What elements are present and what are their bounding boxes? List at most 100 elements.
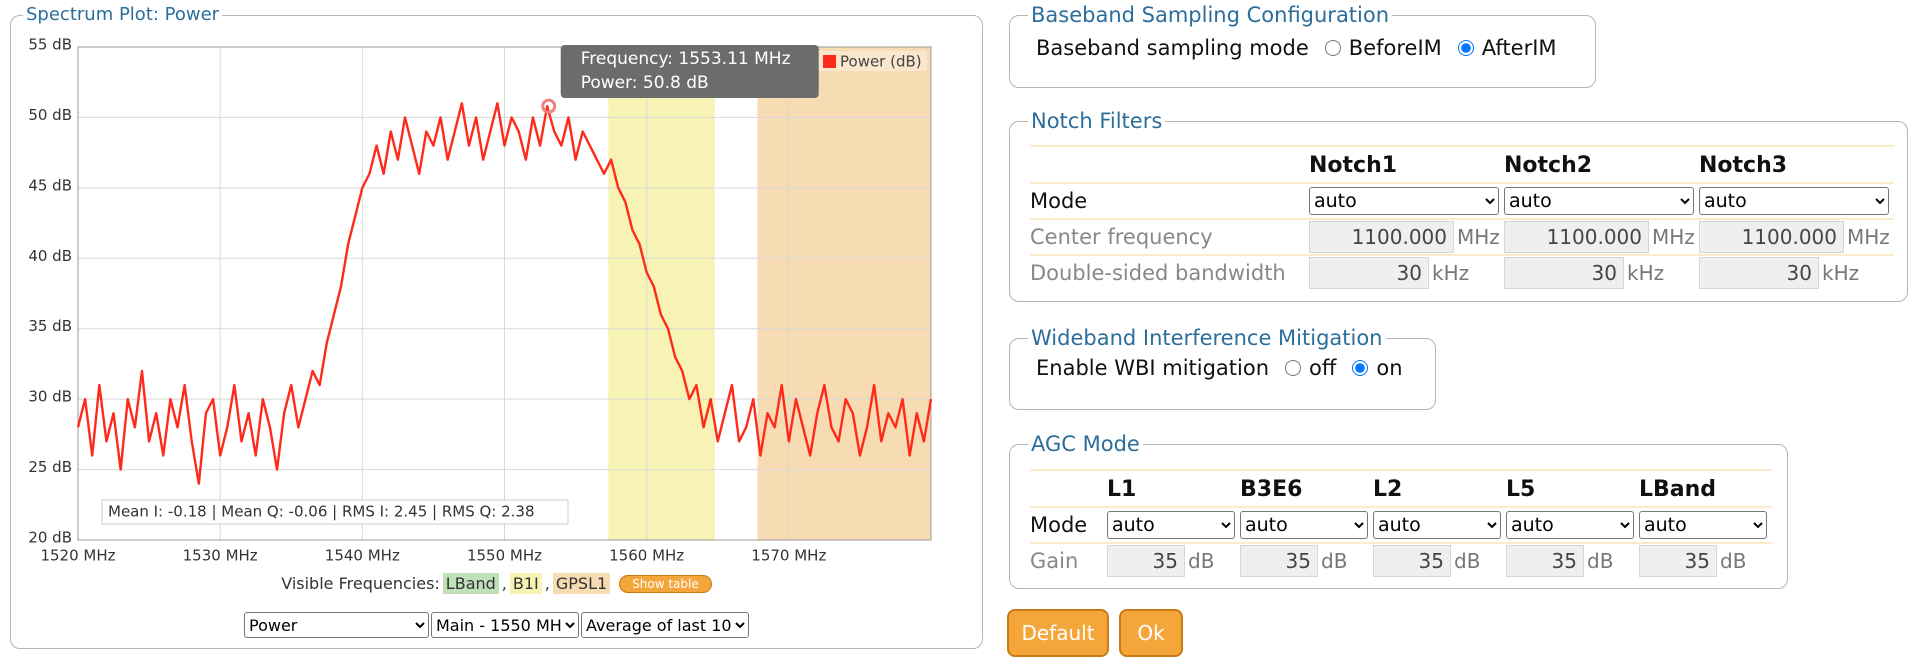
cell: auto [1373,507,1501,543]
input-field[interactable]: 35 [1107,545,1185,577]
stats-box [101,499,569,525]
unit-label: kHz [1627,261,1665,285]
separator: , [544,574,550,593]
x-tick-label: 1540 MHz [325,547,400,565]
plot-select[interactable]: Average of last 10 [581,612,749,638]
cell: 30 kHz [1309,255,1469,291]
action-button[interactable]: Ok [1119,609,1183,657]
cell: 30 kHz [1699,255,1859,291]
radio-label: BeforeIM [1348,36,1442,60]
panel-title: Baseband Sampling Configuration [1028,2,1393,28]
column-header: Notch2 [1504,152,1593,178]
cell: auto [1107,507,1235,543]
column-header: Notch3 [1699,152,1788,178]
unit-label: dB [1720,549,1747,573]
mode-select[interactable]: auto [1107,511,1235,539]
input-field[interactable]: 1100.000 [1699,221,1844,253]
column-header: B3E6 [1240,476,1303,502]
mode-select[interactable]: auto [1506,511,1634,539]
unit-label: kHz [1432,261,1470,285]
action-button[interactable]: Default [1007,609,1109,657]
stripe [1030,469,1772,471]
unit-label: MHz [1847,225,1890,249]
legend-swatch [823,55,836,68]
radio-row: Baseband sampling mode BeforeIM AfterIM [1036,36,1557,60]
x-tick-label: 1550 MHz [467,547,542,565]
hover-marker [541,98,557,114]
x-tick-label: 1520 MHz [40,547,115,565]
unit-label: dB [1454,549,1481,573]
frequency-band [757,47,931,540]
mode-select[interactable]: auto [1639,511,1767,539]
separator: , [501,574,507,593]
cell: auto [1699,183,1889,219]
unit-label: dB [1587,549,1614,573]
column-header: Notch1 [1309,152,1398,178]
radio[interactable] [1352,360,1369,376]
input-field[interactable]: 35 [1506,545,1584,577]
input-field[interactable]: 30 [1504,257,1624,289]
mode-select[interactable]: auto [1373,511,1501,539]
frequency-tag: LBand [442,573,499,594]
unit-label: MHz [1652,225,1695,249]
plot-selects: Power Main - 1550 MHz Average of last 10 [10,612,983,638]
column-header: L5 [1506,476,1536,502]
input-field[interactable]: 30 [1699,257,1819,289]
plot-select[interactable]: Main - 1550 MHz [431,612,579,638]
column-header: L2 [1373,476,1403,502]
stripe [1030,145,1894,147]
cell: auto [1240,507,1368,543]
unit-label: dB [1188,549,1215,573]
cell: 35 dB [1240,543,1347,579]
plot-select[interactable]: Power [244,612,429,638]
input-field[interactable]: 1100.000 [1504,221,1649,253]
radio-label: off [1309,356,1337,380]
row-label: Mode [1030,513,1088,537]
cell: 1100.000 MHz [1699,219,1890,255]
mode-select[interactable]: auto [1309,187,1499,215]
spectrum-panel: Spectrum Plot: Power [10,4,983,649]
radio-label: on [1376,356,1403,380]
radio[interactable] [1285,360,1302,376]
tooltip-line: Power: 50.8 dB [581,73,709,93]
stripe [1030,506,1772,508]
mode-select[interactable]: auto [1699,187,1889,215]
input-field[interactable]: 35 [1373,545,1451,577]
row-label: Enable WBI mitigation [1036,356,1270,380]
y-tick-label: 40 dB [28,247,72,265]
show-table-button[interactable]: Show table [619,574,712,593]
cell: 35 dB [1506,543,1613,579]
cell: 1100.000 MHz [1309,219,1500,255]
panel-title: Wideband Interference Mitigation [1028,325,1386,351]
input-field[interactable]: 1100.000 [1309,221,1454,253]
mode-select[interactable]: auto [1240,511,1368,539]
tooltip-box [560,45,819,98]
y-tick-label: 20 dB [28,529,72,547]
visible-label: Visible Frequencies: [281,574,440,593]
radio[interactable] [1457,40,1474,56]
input-field[interactable]: 35 [1639,545,1717,577]
stripe [1030,182,1894,184]
agc-panel: AGC Mode L1 B3E6 L2 L5 LBand Mode auto auto auto… [1009,431,1788,589]
frequency-tag: GPSL1 [552,573,611,594]
legend-box [819,51,927,71]
cell: 35 dB [1373,543,1480,579]
cell: 35 dB [1639,543,1746,579]
input-field[interactable]: 30 [1309,257,1429,289]
mode-select[interactable]: auto [1504,187,1694,215]
row-label: Center frequency [1030,225,1213,249]
visible-frequencies: Visible Frequencies: LBand, B1I, GPSL1 Show … [10,573,983,594]
frequency-tag: B1I [509,573,542,594]
row-label: Mode [1030,189,1088,213]
input-field[interactable]: 35 [1240,545,1318,577]
cell: auto [1639,507,1767,543]
y-tick-label: 35 dB [28,317,72,335]
y-tick-label: 55 dB [28,36,72,54]
plot-border [77,46,932,541]
unit-label: dB [1321,549,1348,573]
radio[interactable] [1324,40,1341,56]
unit-label: MHz [1457,225,1500,249]
tooltip-line: Frequency: 1553.11 MHz [581,49,791,69]
notch-panel: Notch Filters Notch1 Notch2 Notch3 Mode auto… [1009,108,1908,302]
